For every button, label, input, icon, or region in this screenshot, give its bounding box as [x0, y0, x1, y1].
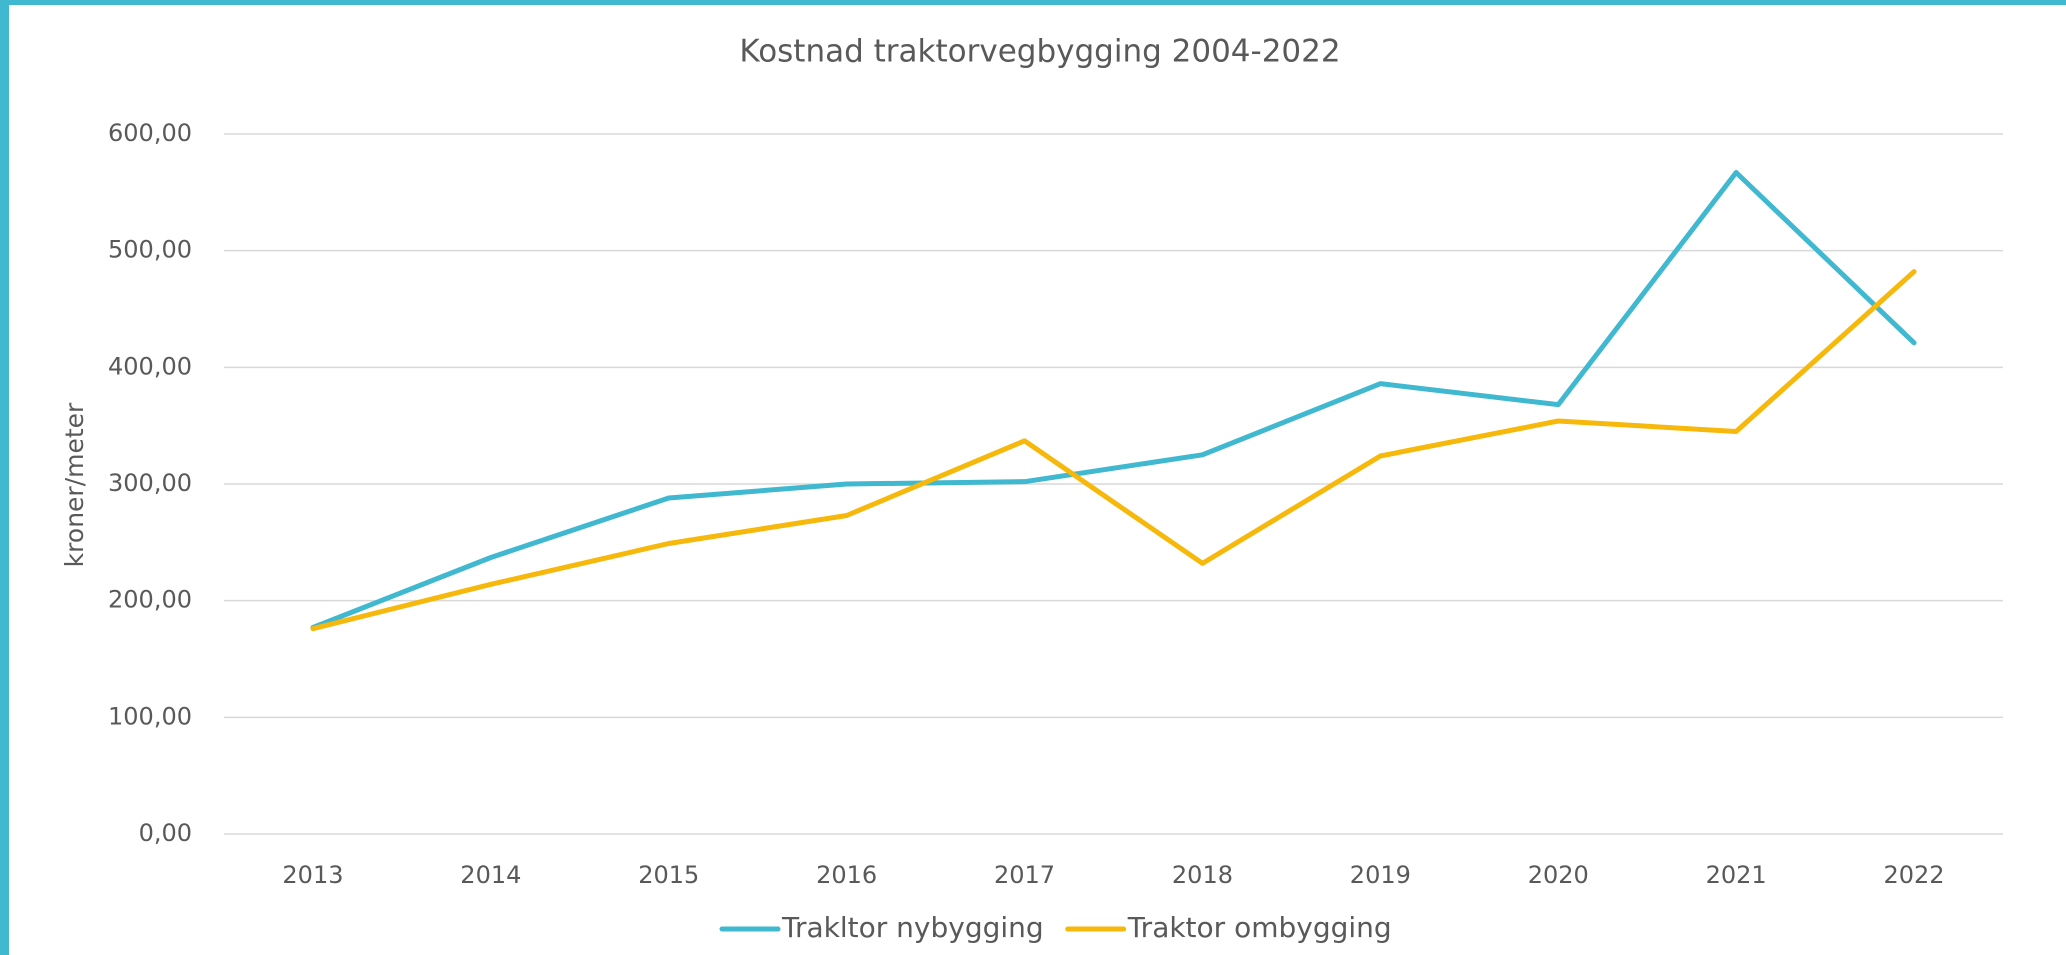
legend-label: Traktor ombygging [1127, 911, 1392, 944]
y-tick-label: 400,00 [108, 352, 192, 380]
y-tick-label: 100,00 [108, 702, 192, 730]
x-tick-label: 2019 [1350, 861, 1411, 889]
y-tick-label: 0,00 [139, 819, 192, 847]
x-tick-label: 2013 [282, 861, 343, 889]
y-tick-label: 600,00 [108, 119, 192, 147]
series-line [310, 170, 1917, 630]
chart-title: Kostnad traktorvegbygging 2004-2022 [739, 34, 1340, 70]
y-tick-label: 500,00 [108, 236, 192, 264]
x-tick-label: 2015 [638, 861, 699, 889]
series-line [310, 269, 1917, 632]
x-tick-label: 2014 [460, 861, 521, 889]
x-tick-label: 2017 [994, 861, 1055, 889]
x-tick-label: 2021 [1706, 861, 1767, 889]
x-tick-label: 2018 [1172, 861, 1233, 889]
frame-top [0, 0, 2066, 5]
x-tick-label: 2020 [1528, 861, 1589, 889]
x-tick-label: 2016 [816, 861, 877, 889]
legend-label: Trakltor nybygging [781, 911, 1044, 944]
x-tick-label: 2022 [1884, 861, 1945, 889]
frame-left [0, 0, 9, 955]
y-tick-label: 200,00 [108, 586, 192, 614]
y-tick-label: 300,00 [108, 469, 192, 497]
y-axis-title: kroner/meter [60, 402, 89, 567]
